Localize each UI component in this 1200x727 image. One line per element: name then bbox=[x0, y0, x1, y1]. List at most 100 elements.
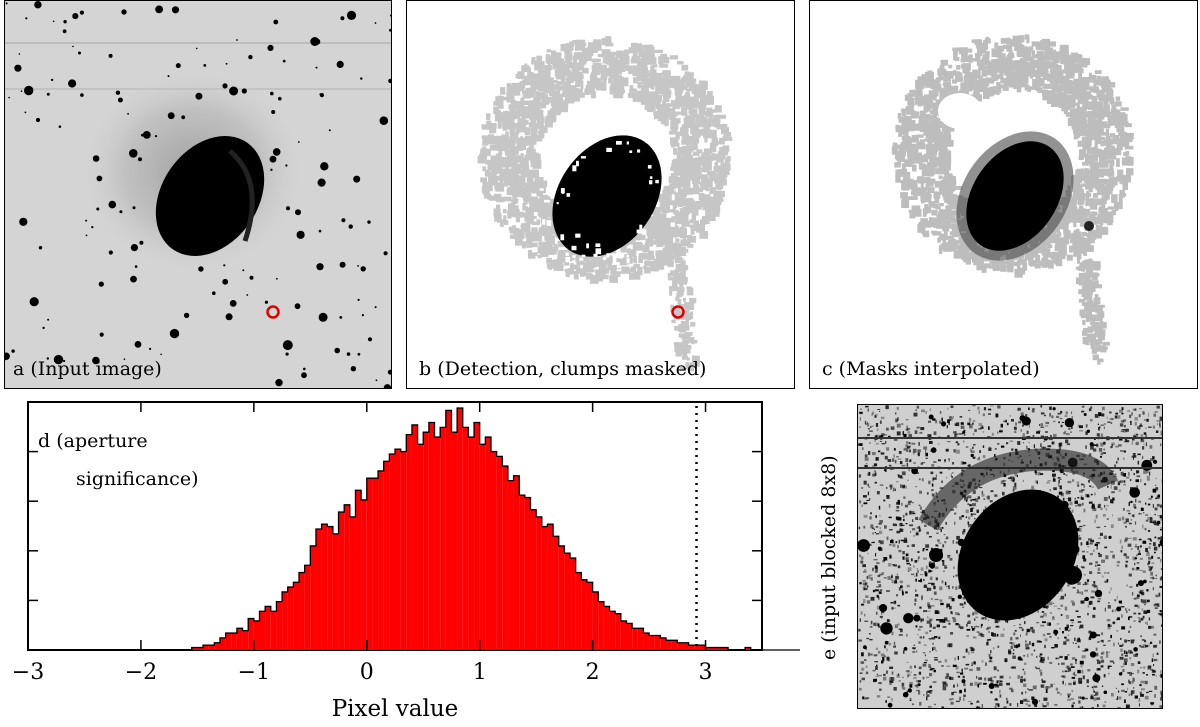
histogram-bar bbox=[536, 517, 542, 650]
histogram-bar bbox=[497, 456, 503, 650]
histogram-bar bbox=[389, 454, 395, 650]
histogram-bar bbox=[305, 565, 311, 650]
histogram-bar bbox=[581, 580, 587, 650]
histogram-bar bbox=[615, 614, 621, 650]
histogram-bar bbox=[339, 512, 345, 650]
histogram-bar bbox=[276, 602, 282, 650]
histogram-bar bbox=[384, 461, 390, 650]
x-tick-label: 1 bbox=[473, 660, 487, 685]
histogram-bar bbox=[310, 546, 316, 650]
histogram-bar bbox=[700, 645, 706, 650]
histogram-bar bbox=[429, 423, 435, 650]
panel-input-blocked bbox=[857, 404, 1163, 709]
histogram-bar bbox=[243, 631, 249, 650]
histogram-bar bbox=[451, 432, 457, 650]
histogram-bar bbox=[271, 611, 277, 650]
histogram-bar bbox=[372, 478, 378, 650]
histogram-bar bbox=[485, 437, 491, 650]
histogram-bar bbox=[259, 611, 265, 650]
input-image-plot bbox=[5, 1, 392, 389]
histogram-bar bbox=[237, 628, 243, 650]
histogram-bar bbox=[214, 643, 220, 650]
histogram-bar bbox=[333, 534, 339, 650]
histogram-bar bbox=[559, 546, 565, 650]
histogram-bar bbox=[220, 638, 226, 650]
histogram-bar bbox=[316, 529, 322, 650]
histogram-bar bbox=[299, 573, 305, 650]
histogram-bar bbox=[576, 573, 582, 650]
histogram-bar bbox=[570, 558, 576, 650]
x-axis-title: Pixel value bbox=[332, 696, 459, 722]
histogram-bar bbox=[406, 435, 412, 650]
histogram-bar bbox=[519, 495, 525, 650]
histogram-bar bbox=[418, 444, 424, 650]
histogram-bar bbox=[282, 592, 288, 650]
histogram-label-line2: significance) bbox=[76, 468, 198, 490]
panel-detection: b (Detection, clumps masked) bbox=[406, 0, 795, 389]
panel-e-label: e (input blocked 8x8) bbox=[818, 455, 840, 660]
histogram-bar bbox=[322, 524, 328, 650]
histogram-bar bbox=[660, 638, 666, 650]
histogram-bar bbox=[265, 606, 271, 650]
histogram-bar bbox=[689, 645, 695, 650]
detection-plot bbox=[407, 1, 795, 389]
histogram-bar bbox=[491, 452, 497, 650]
histogram-bar bbox=[350, 517, 356, 650]
histogram-bar bbox=[435, 437, 441, 650]
panel-b-label: b (Detection, clumps masked) bbox=[419, 360, 706, 379]
blocked-image-plot bbox=[858, 405, 1163, 709]
histogram-bar bbox=[446, 410, 452, 650]
histogram-bar bbox=[395, 449, 401, 650]
histogram-bar bbox=[525, 498, 531, 650]
histogram-bar bbox=[666, 640, 672, 650]
histogram-bar bbox=[531, 510, 537, 650]
panel-input-image: a (Input image) bbox=[4, 0, 392, 389]
histogram-bar bbox=[587, 582, 593, 650]
x-tick-label: 3 bbox=[699, 660, 713, 685]
reference-marker-icon bbox=[268, 307, 279, 318]
histogram-bar bbox=[463, 427, 469, 650]
x-tick-label: −2 bbox=[125, 660, 157, 685]
histogram-bar bbox=[401, 452, 407, 650]
histogram-bar bbox=[683, 643, 689, 650]
histogram-bar bbox=[514, 476, 520, 650]
histogram-bar bbox=[344, 505, 350, 650]
histogram-bar bbox=[254, 621, 260, 650]
histogram-bar bbox=[672, 640, 678, 650]
x-tick-label: −1 bbox=[238, 660, 270, 685]
histogram-label-line1: d (aperture bbox=[38, 430, 148, 452]
histogram-bar bbox=[632, 628, 638, 650]
histogram-bar bbox=[502, 466, 508, 650]
histogram-bar bbox=[412, 425, 418, 650]
histogram-bar bbox=[367, 478, 373, 650]
histogram-bar bbox=[474, 423, 480, 650]
histogram-bar bbox=[361, 500, 367, 650]
histogram-bar bbox=[610, 611, 616, 650]
histogram-bar bbox=[440, 427, 446, 650]
panel-a-label: a (Input image) bbox=[13, 360, 162, 379]
histogram-bar bbox=[423, 432, 429, 650]
histogram-bar bbox=[226, 633, 232, 650]
histogram-bar bbox=[327, 527, 333, 650]
histogram-bar bbox=[480, 444, 486, 650]
histogram-bar bbox=[547, 524, 553, 650]
histogram-bar bbox=[378, 471, 384, 650]
histogram-bar bbox=[542, 527, 548, 650]
interpolated-plot bbox=[810, 1, 1198, 389]
histogram-bar bbox=[655, 635, 661, 650]
panel-masks-interpolated: c (Masks interpolated) bbox=[809, 0, 1198, 389]
histogram-bar bbox=[293, 582, 299, 650]
histogram-bar bbox=[248, 619, 254, 650]
histogram-bar bbox=[231, 633, 237, 650]
histogram-bar bbox=[457, 408, 463, 650]
histogram-bar bbox=[593, 592, 599, 650]
histogram-bar bbox=[677, 643, 683, 650]
histogram-bar bbox=[203, 645, 209, 650]
histogram-bar bbox=[621, 621, 627, 650]
histogram-bar bbox=[649, 635, 655, 650]
histogram-bar bbox=[508, 481, 514, 650]
histogram-bar bbox=[626, 623, 632, 650]
histogram-bar bbox=[604, 606, 610, 650]
